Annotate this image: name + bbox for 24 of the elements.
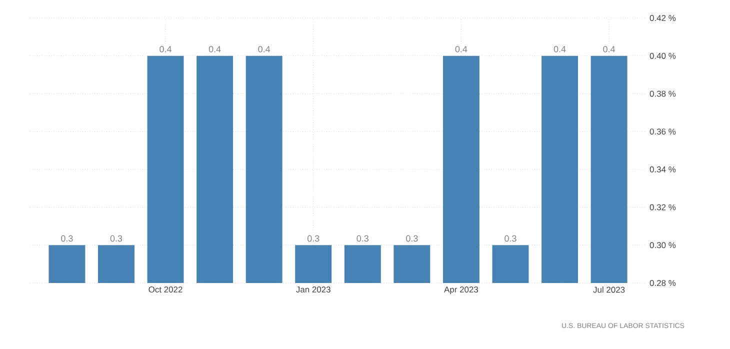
data-label: 0.3 [406, 235, 418, 242]
y-tick-label: 0.30 % [650, 242, 676, 248]
y-tick-label: 0.42 % [650, 15, 676, 21]
y-tick-label: 0.40 % [650, 52, 676, 59]
y-tick-label: 0.38 % [650, 90, 676, 97]
x-tick-label: Jul 2023 [593, 286, 625, 293]
data-label: 0.3 [61, 235, 73, 242]
data-label: 0.3 [504, 235, 516, 242]
y-tick-label: 0.28 % [650, 280, 676, 286]
y-tick-label: 0.34 % [650, 166, 676, 172]
data-label: 0.4 [258, 46, 270, 52]
data-label: 0.4 [455, 46, 468, 52]
data-label: 0.4 [160, 46, 172, 52]
data-label: 0.4 [208, 46, 221, 52]
y-tick-label: 0.36 % [650, 128, 676, 135]
data-label: 0.4 [603, 46, 616, 52]
data-label: 0.3 [307, 235, 320, 242]
x-tick-label: Jan 2023 [296, 286, 330, 293]
data-label: 0.4 [554, 46, 566, 52]
x-tick-label: Oct 2022 [148, 286, 182, 293]
data-label: 0.3 [110, 235, 122, 242]
x-tick-label: Apr 2023 [444, 286, 478, 294]
data-label: 0.3 [356, 235, 368, 242]
y-tick-label: 0.32 % [650, 204, 676, 210]
